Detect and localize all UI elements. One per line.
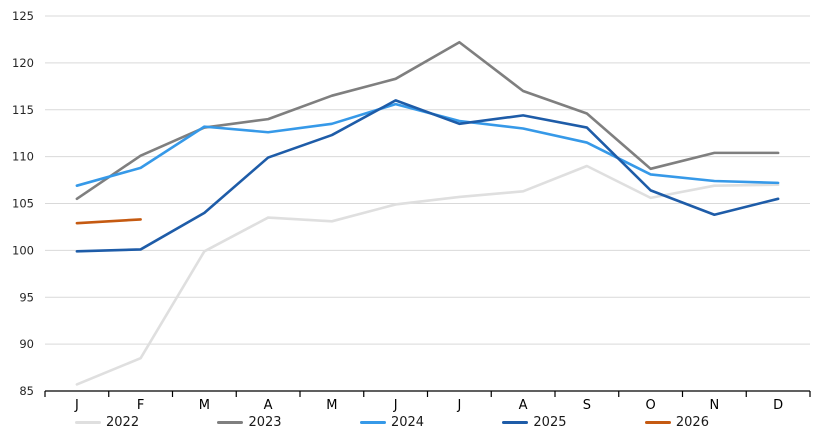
y-axis-tick-label: 100 <box>12 243 34 257</box>
x-axis-month-label: M <box>326 398 337 413</box>
y-axis-tick-label: 120 <box>12 56 34 70</box>
legend-item-2025: 2025 <box>502 415 567 430</box>
legend-label: 2022 <box>106 415 140 430</box>
x-axis-month-label: S <box>583 398 591 413</box>
y-axis-tick-label: 105 <box>12 197 34 211</box>
series-line-2024 <box>75 102 780 187</box>
y-axis-tick-label: 85 <box>19 384 34 398</box>
legend-label: 2026 <box>675 415 709 430</box>
x-axis-month-label: O <box>646 398 656 413</box>
legend-item-2023: 2023 <box>217 415 282 430</box>
x-axis-month-label: J <box>74 398 79 413</box>
series-line-2026 <box>75 218 142 225</box>
legend-swatch-2026 <box>644 420 671 425</box>
x-axis-month-label: A <box>519 398 528 413</box>
y-axis-tick-label: 115 <box>12 103 34 117</box>
legend-label: 2024 <box>390 415 425 430</box>
series-line-2025 <box>75 99 780 253</box>
legend-item-2022: 2022 <box>75 416 139 429</box>
legend-swatch-2024 <box>359 420 386 425</box>
legend-swatch-2022 <box>75 420 101 425</box>
legend-swatch-2025 <box>502 420 529 425</box>
legend-label: 2025 <box>533 415 567 430</box>
y-axis-tick-label: 125 <box>12 9 34 23</box>
x-axis-month-label: J <box>393 398 398 413</box>
legend-swatch-2023 <box>217 420 244 425</box>
x-axis-month-label: A <box>264 398 273 413</box>
series-line-2023 <box>75 40 780 201</box>
x-axis-month-label: N <box>710 398 720 413</box>
x-axis-month-label: J <box>456 398 461 413</box>
x-axis-month-label: M <box>199 398 210 413</box>
x-axis-month-label: F <box>137 398 144 413</box>
legend-label: 2023 <box>248 415 282 430</box>
chart-legend: 2022 2023 2024 2025 2026 <box>75 416 709 429</box>
series-line-2022 <box>75 164 780 386</box>
y-axis-tick-label: 110 <box>12 150 34 164</box>
y-axis-tick-label: 95 <box>19 290 34 304</box>
legend-item-2024: 2024 <box>359 415 425 430</box>
x-axis-month-label: D <box>773 398 783 413</box>
y-axis-tick-label: 90 <box>19 337 34 351</box>
legend-item-2026: 2026 <box>644 415 709 430</box>
